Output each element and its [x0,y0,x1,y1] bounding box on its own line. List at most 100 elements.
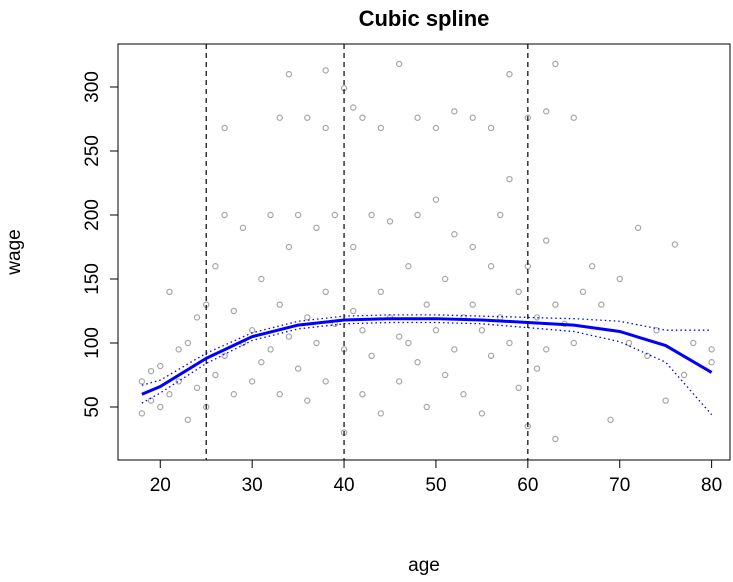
point [451,346,458,353]
point [405,263,412,270]
point [469,114,476,121]
point [432,124,440,132]
point [350,104,357,111]
point [634,224,642,232]
point [506,71,513,78]
point [671,241,679,248]
point [497,211,504,219]
point [552,435,559,443]
point [350,243,357,251]
point [377,410,385,417]
point [653,327,660,334]
point [147,367,155,375]
point [368,352,375,360]
y-tick-label: 150 [82,263,103,295]
point [543,108,550,115]
point [579,288,587,296]
point [487,124,495,132]
point [662,397,669,404]
point [533,365,541,372]
point [414,211,421,219]
y-tick-label: 250 [82,135,103,167]
point [276,114,283,121]
point [221,211,228,219]
point [285,243,293,251]
point [533,314,541,321]
x-tick-label: 20 [150,475,171,496]
point [478,327,486,334]
point [414,114,421,121]
point [570,114,577,121]
point [708,346,715,353]
point [313,339,320,347]
point [441,275,449,283]
lower-band [141,321,713,416]
x-tick-label: 70 [609,475,630,496]
y-tick-label: 100 [82,327,103,359]
point [487,263,495,270]
x-tick-label: 50 [425,475,446,496]
point [625,339,633,347]
point [386,218,394,225]
point [322,288,329,296]
point [432,327,440,334]
point [138,410,146,417]
point [267,211,274,219]
point [193,384,201,392]
point [543,237,550,244]
point [552,301,559,308]
point [368,211,375,219]
point [359,391,366,398]
point [184,339,192,347]
point [451,108,458,115]
point [322,124,329,132]
point [322,378,329,385]
point [414,359,421,366]
point [598,301,605,308]
point [294,211,302,219]
point [469,301,476,308]
point [313,224,320,232]
point [460,391,467,398]
point [441,371,449,379]
point [395,333,403,340]
point [166,288,173,296]
point [423,403,430,411]
point [616,275,623,283]
point [395,378,403,385]
point [276,301,283,308]
point [331,211,339,219]
point [221,352,228,360]
point [166,391,173,398]
point [359,327,366,334]
point [690,339,697,347]
upper-band [141,314,712,386]
x-tick-label: 80 [701,475,722,496]
plot-frame [117,43,731,461]
point [175,378,182,385]
point [294,365,302,372]
point [405,339,412,347]
spline-fit [141,317,713,396]
point [212,371,219,379]
point [423,301,430,308]
point [184,416,192,424]
y-tick-label: 200 [82,199,103,231]
point [248,378,256,385]
point [515,384,522,392]
y-tick-label: 300 [82,71,103,103]
point [304,314,311,321]
point [147,397,155,404]
point [506,175,513,183]
point [304,397,311,404]
point [469,243,476,251]
point [515,288,522,296]
point [285,71,293,78]
y-axis-label: wage [4,229,25,275]
point [239,224,247,232]
point [377,288,385,296]
point [570,339,577,347]
point [506,339,513,347]
point [395,60,403,68]
